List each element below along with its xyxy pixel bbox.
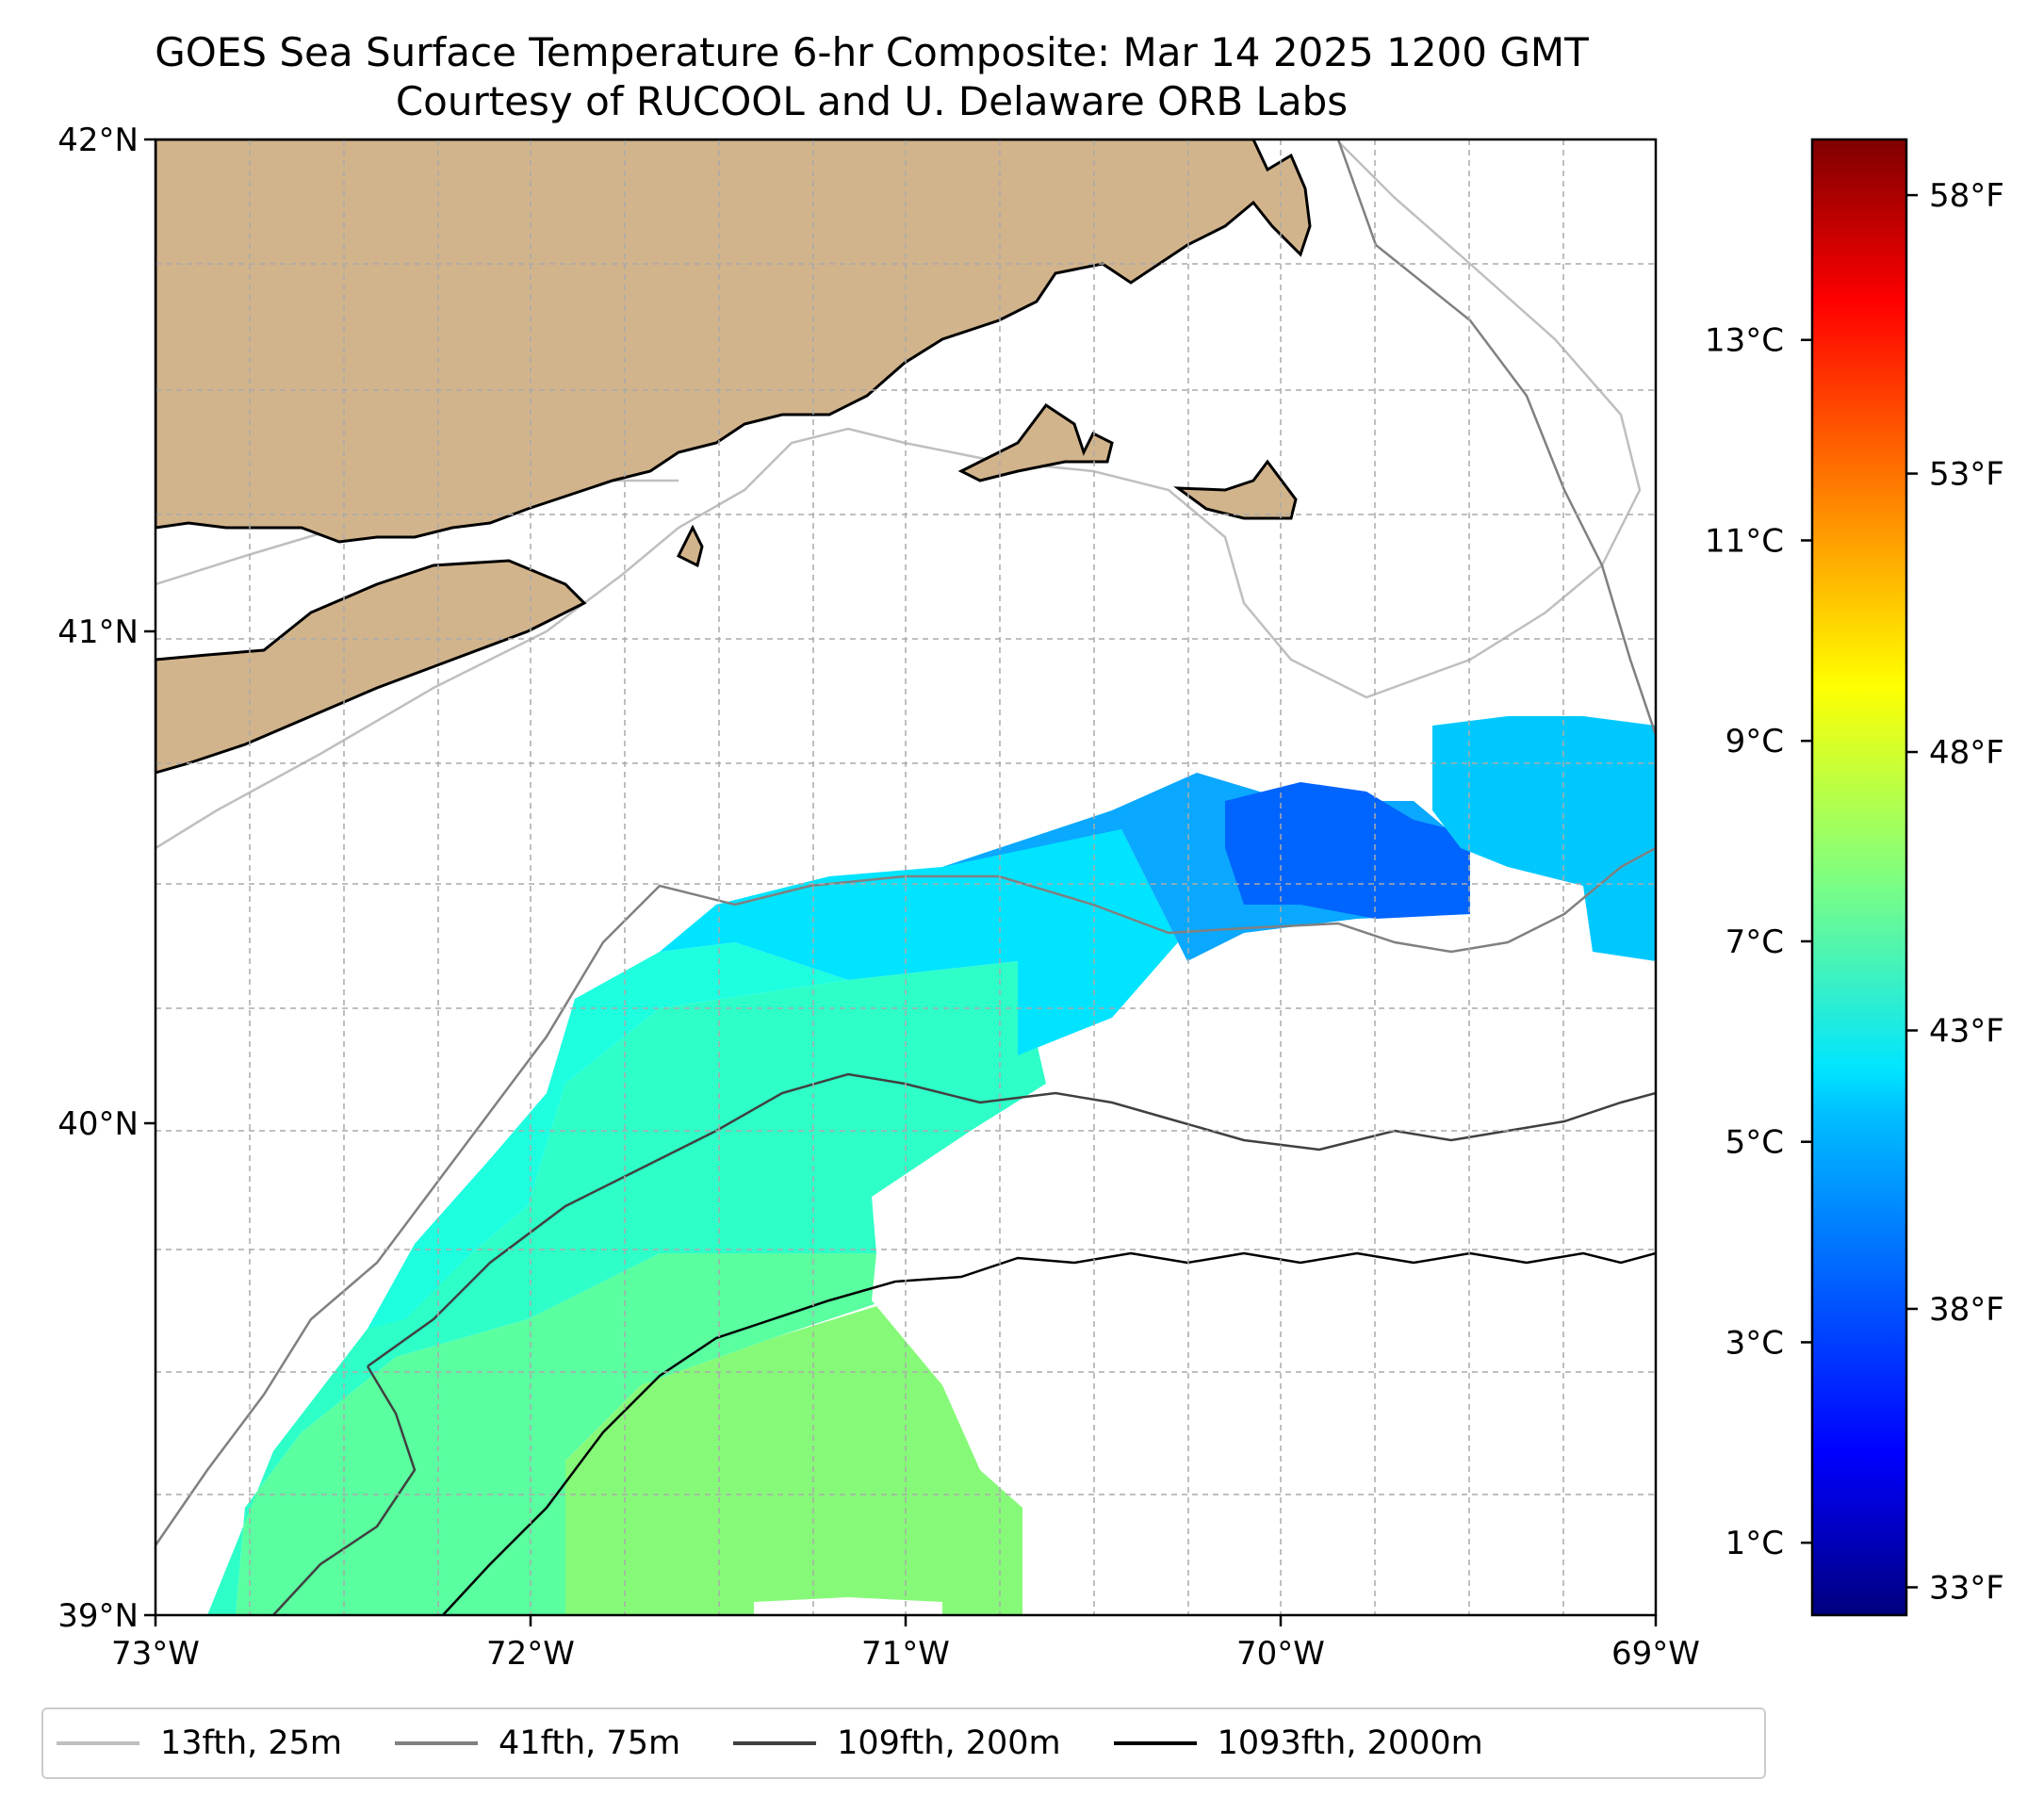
legend-item: 109fth, 200m: [733, 1724, 1061, 1762]
legend-item: 1093fth, 2000m: [1113, 1724, 1483, 1762]
x-tick-label: 72°W: [486, 1635, 575, 1673]
contour-200m: [367, 1072, 1656, 1368]
celsius-tick-label: 11°C: [1705, 522, 1784, 560]
legend-line: [395, 1741, 479, 1745]
sst-cyan-north: [660, 829, 1178, 1055]
celsius-tick-label: 5°C: [1725, 1124, 1784, 1162]
fahrenheit-tick-label: 58°F: [1929, 177, 2004, 215]
celsius-tick-label: 1°C: [1725, 1525, 1784, 1562]
sst-field: [207, 716, 1656, 1615]
y-tick-label: 40°N: [57, 1105, 139, 1143]
y-tick-label: 42°N: [57, 122, 139, 159]
x-tick-label: 70°W: [1236, 1635, 1325, 1673]
x-tick-label: 71°W: [861, 1635, 950, 1673]
celsius-tick-label: 3°C: [1725, 1324, 1784, 1362]
fahrenheit-tick-label: 33°F: [1929, 1569, 2004, 1607]
legend-item: 41fth, 75m: [395, 1724, 680, 1762]
sst-east-patch: [1432, 716, 1656, 961]
fahrenheit-tick-label: 48°F: [1929, 734, 2004, 772]
colorbar: [1810, 138, 1908, 1617]
celsius-tick-label: 13°C: [1705, 322, 1784, 360]
legend-line: [733, 1741, 817, 1745]
celsius-tick-label: 9°C: [1725, 723, 1784, 760]
land-new-england: [155, 139, 1312, 544]
x-tick-label: 73°W: [111, 1635, 200, 1673]
gridlines: [155, 139, 1656, 1615]
chart-title: GOES Sea Surface Temperature 6-hr Compos…: [155, 29, 1589, 75]
chart-subtitle: Courtesy of RUCOOL and U. Delaware ORB L…: [395, 78, 1349, 124]
land-marthas-vineyard: [957, 402, 1114, 482]
land-nantucket: [1173, 459, 1298, 520]
colorbar-celsius-axis: 1°C 3°C 5°C 7°C 9°C 11°C 13°C: [1705, 322, 1812, 1562]
sst-mid-south: [236, 1253, 886, 1615]
legend-line: [1113, 1741, 1197, 1745]
contour-25m: [155, 140, 1642, 850]
legend-line: [57, 1741, 139, 1745]
land: [155, 139, 1312, 775]
contour-75m: [155, 846, 1656, 1546]
x-tick-label: 69°W: [1611, 1635, 1700, 1673]
legend-label: 13fth, 25m: [160, 1724, 343, 1762]
legend-label: 109fth, 200m: [837, 1724, 1061, 1762]
bathymetry-contours: [155, 139, 1656, 1615]
sst-aqua-west: [207, 961, 1046, 1615]
x-axis: 73°W 72°W 71°W 70°W 69°W: [111, 1615, 1700, 1673]
y-tick-label: 39°N: [57, 1597, 139, 1635]
contour-legend: 13fth, 25m 41fth, 75m 109fth, 200m 1093f…: [41, 1707, 1766, 1779]
contour-2000m: [442, 1251, 1656, 1615]
celsius-tick-label: 7°C: [1725, 923, 1784, 961]
fahrenheit-tick-label: 43°F: [1929, 1013, 2004, 1051]
colorbar-fahrenheit-axis: 33°F 38°F 43°F 48°F 53°F 58°F: [1906, 177, 2004, 1607]
land-block-island: [676, 524, 704, 568]
land-long-island: [155, 559, 587, 775]
legend-label: 1093fth, 2000m: [1217, 1724, 1483, 1762]
legend-label: 41fth, 75m: [499, 1724, 681, 1762]
fahrenheit-tick-label: 53°F: [1929, 456, 2004, 494]
sst-cyan-shelf: [368, 942, 848, 1329]
y-axis: 42°N 41°N 40°N 39°N: [57, 122, 155, 1635]
legend-item: 13fth, 25m: [57, 1724, 342, 1762]
sst-warm-south: [565, 1300, 1022, 1615]
fahrenheit-tick-label: 38°F: [1929, 1291, 2004, 1329]
y-tick-label: 41°N: [57, 613, 139, 651]
